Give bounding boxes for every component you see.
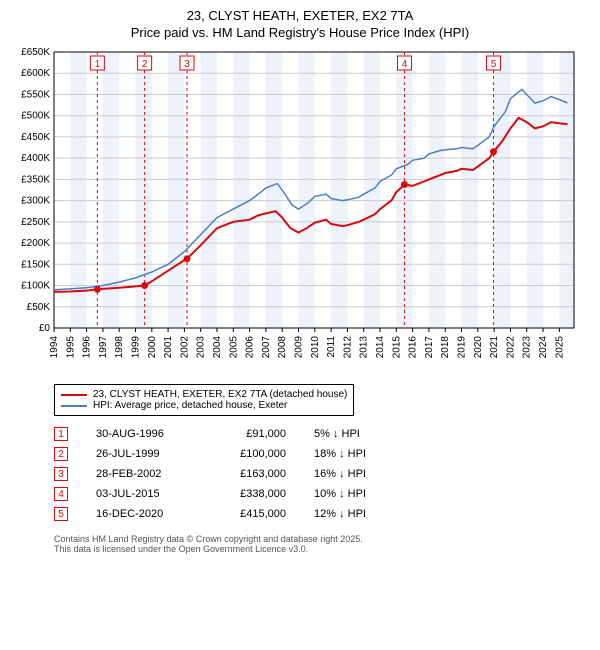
chart-subtitle: Price paid vs. HM Land Registry's House … xyxy=(12,25,588,40)
sales-marker-box: 1 xyxy=(54,427,68,441)
svg-text:2008: 2008 xyxy=(277,336,288,359)
footnote-line2: This data is licensed under the Open Gov… xyxy=(54,544,588,554)
sales-price: £415,000 xyxy=(214,508,286,520)
svg-text:2001: 2001 xyxy=(163,336,174,359)
svg-text:4: 4 xyxy=(402,59,408,70)
svg-text:2010: 2010 xyxy=(310,336,321,359)
sales-delta: 5% ↓ HPI xyxy=(314,428,404,440)
svg-text:2024: 2024 xyxy=(538,336,549,359)
svg-text:1999: 1999 xyxy=(131,336,142,359)
sales-delta: 12% ↓ HPI xyxy=(314,508,404,520)
svg-text:£500K: £500K xyxy=(21,111,50,122)
sales-delta: 10% ↓ HPI xyxy=(314,488,404,500)
sales-price: £163,000 xyxy=(214,468,286,480)
svg-text:£350K: £350K xyxy=(21,174,50,185)
svg-text:1996: 1996 xyxy=(82,336,93,359)
svg-text:3: 3 xyxy=(184,59,190,70)
sales-row: 1 30-AUG-1996 £91,000 5% ↓ HPI xyxy=(54,424,588,444)
sales-row: 2 26-JUL-1999 £100,000 18% ↓ HPI xyxy=(54,444,588,464)
sales-price: £91,000 xyxy=(214,428,286,440)
svg-text:£450K: £450K xyxy=(21,132,50,143)
svg-text:2021: 2021 xyxy=(489,336,500,359)
svg-text:1995: 1995 xyxy=(65,336,76,359)
svg-text:2023: 2023 xyxy=(522,336,533,359)
svg-text:£100K: £100K xyxy=(21,281,50,292)
svg-text:1998: 1998 xyxy=(114,336,125,359)
svg-text:£400K: £400K xyxy=(21,153,50,164)
svg-text:£550K: £550K xyxy=(21,89,50,100)
sales-date: 03-JUL-2015 xyxy=(96,488,186,500)
sales-delta: 18% ↓ HPI xyxy=(314,448,404,460)
sales-date: 26-JUL-1999 xyxy=(96,448,186,460)
svg-text:£200K: £200K xyxy=(21,238,50,249)
svg-text:2013: 2013 xyxy=(359,336,370,359)
sales-delta: 16% ↓ HPI xyxy=(314,468,404,480)
svg-text:2004: 2004 xyxy=(212,336,223,359)
sales-marker-box: 5 xyxy=(54,507,68,521)
sales-price: £338,000 xyxy=(214,488,286,500)
svg-text:£150K: £150K xyxy=(21,259,50,270)
svg-text:2015: 2015 xyxy=(391,336,402,359)
svg-text:2020: 2020 xyxy=(473,336,484,359)
svg-text:2022: 2022 xyxy=(505,336,516,359)
svg-text:2000: 2000 xyxy=(147,336,158,359)
svg-text:£650K: £650K xyxy=(21,47,50,58)
svg-text:1997: 1997 xyxy=(98,336,109,359)
svg-text:2012: 2012 xyxy=(342,336,353,359)
legend-item-price-paid: 23, CLYST HEATH, EXETER, EX2 7TA (detach… xyxy=(61,389,347,400)
sales-date: 30-AUG-1996 xyxy=(96,428,186,440)
svg-text:2017: 2017 xyxy=(424,336,435,359)
sales-row: 3 28-FEB-2002 £163,000 16% ↓ HPI xyxy=(54,464,588,484)
sales-table: 1 30-AUG-1996 £91,000 5% ↓ HPI 2 26-JUL-1999 £… xyxy=(54,424,588,524)
sales-date: 16-DEC-2020 xyxy=(96,508,186,520)
svg-text:2005: 2005 xyxy=(228,336,239,359)
sales-price: £100,000 xyxy=(214,448,286,460)
svg-text:2006: 2006 xyxy=(245,336,256,359)
svg-text:£300K: £300K xyxy=(21,196,50,207)
svg-text:2025: 2025 xyxy=(554,336,565,359)
svg-text:2003: 2003 xyxy=(196,336,207,359)
footnote-line1: Contains HM Land Registry data © Crown c… xyxy=(54,534,588,544)
legend: 23, CLYST HEATH, EXETER, EX2 7TA (detach… xyxy=(54,384,354,416)
legend-swatch-red xyxy=(61,394,87,396)
svg-text:2019: 2019 xyxy=(457,336,468,359)
svg-text:2018: 2018 xyxy=(440,336,451,359)
sales-marker-box: 2 xyxy=(54,447,68,461)
svg-text:2009: 2009 xyxy=(294,336,305,359)
svg-text:1994: 1994 xyxy=(49,336,60,359)
svg-text:£50K: £50K xyxy=(27,302,51,313)
footnote: Contains HM Land Registry data © Crown c… xyxy=(54,534,588,554)
svg-text:2: 2 xyxy=(142,59,148,70)
legend-item-hpi: HPI: Average price, detached house, Exet… xyxy=(61,400,347,411)
svg-text:£0: £0 xyxy=(39,323,51,334)
svg-text:2011: 2011 xyxy=(326,336,337,358)
svg-text:1: 1 xyxy=(95,59,101,70)
svg-text:£250K: £250K xyxy=(21,217,50,228)
sales-row: 5 16-DEC-2020 £415,000 12% ↓ HPI xyxy=(54,504,588,524)
legend-label-price-paid: 23, CLYST HEATH, EXETER, EX2 7TA (detach… xyxy=(93,389,347,400)
sales-marker-box: 4 xyxy=(54,487,68,501)
svg-text:2016: 2016 xyxy=(408,336,419,359)
legend-label-hpi: HPI: Average price, detached house, Exet… xyxy=(93,400,287,411)
svg-text:2002: 2002 xyxy=(179,336,190,359)
legend-swatch-blue xyxy=(61,405,87,407)
sales-marker-box: 3 xyxy=(54,467,68,481)
svg-text:2014: 2014 xyxy=(375,336,386,359)
svg-text:2007: 2007 xyxy=(261,336,272,359)
sales-date: 28-FEB-2002 xyxy=(96,468,186,480)
svg-text:£600K: £600K xyxy=(21,68,50,79)
svg-text:5: 5 xyxy=(491,59,497,70)
sales-row: 4 03-JUL-2015 £338,000 10% ↓ HPI xyxy=(54,484,588,504)
chart-area: £0 £50K £100K £150K £200K £250K £300K £350K £400… xyxy=(12,46,588,376)
chart-title: 23, CLYST HEATH, EXETER, EX2 7TA xyxy=(12,8,588,23)
